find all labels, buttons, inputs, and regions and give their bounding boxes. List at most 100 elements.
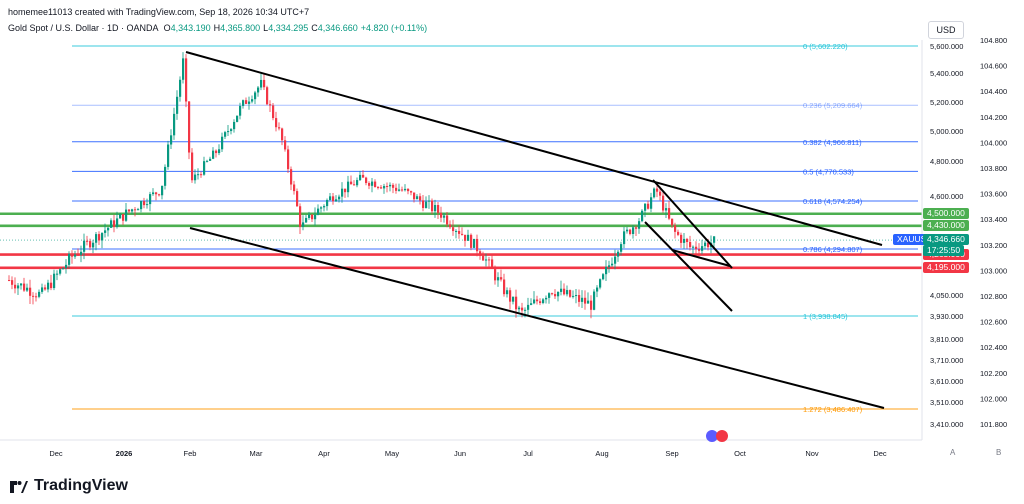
candle-body	[335, 199, 338, 202]
currency-button[interactable]: USD	[928, 21, 964, 39]
price-tick-label: 4,800.000	[930, 157, 963, 166]
candle-body	[461, 233, 464, 235]
price-tick-label: 5,000.000	[930, 127, 963, 136]
candle-body	[107, 227, 110, 231]
candle-body	[302, 222, 305, 227]
candle-body	[563, 288, 566, 295]
candle-body	[662, 195, 665, 211]
fib-level-label: 0.618 (4,574.254)	[803, 197, 863, 206]
candle-body	[170, 135, 173, 145]
candle-body	[8, 280, 11, 282]
candle-body	[530, 303, 533, 305]
candle-body	[629, 229, 632, 234]
candle-body	[275, 118, 278, 128]
ohlc-value: 4,346.660	[317, 23, 358, 33]
price-tick-label: 3,710.000	[930, 356, 963, 365]
candle-body	[92, 242, 95, 248]
candle-body	[491, 259, 494, 269]
candle-body	[119, 214, 122, 219]
candle-body	[47, 282, 50, 290]
index-tick-label: 103.200	[980, 241, 1007, 250]
candle-body	[656, 188, 659, 192]
candle-body	[281, 128, 284, 141]
candle-body	[185, 58, 188, 102]
candle-body	[164, 166, 167, 186]
candle-body	[59, 269, 62, 274]
candle-body	[11, 280, 14, 285]
scale-mode-button[interactable]: B	[996, 448, 1002, 457]
candle-body	[500, 277, 503, 280]
price-tick-label: 3,410.000	[930, 420, 963, 429]
index-tick-label: 103.600	[980, 190, 1007, 199]
candle-body	[392, 184, 395, 188]
candle-body	[557, 291, 560, 297]
candle-body	[374, 181, 377, 188]
index-tick-label: 104.800	[980, 36, 1007, 45]
auto-scale-button[interactable]: A	[950, 448, 956, 457]
candle-body	[455, 230, 458, 232]
candle-body	[212, 150, 215, 159]
ohlc-key: O	[163, 23, 171, 33]
candle-body	[26, 287, 29, 291]
index-tick-label: 104.200	[980, 113, 1007, 122]
candle-body	[131, 209, 134, 212]
symbol-legend[interactable]: Gold Spot / U.S. Dollar · 1D · OANDA O4,…	[8, 23, 427, 33]
candle-body	[518, 307, 521, 310]
candle-body	[98, 234, 101, 241]
time-tick-label: Oct	[734, 449, 747, 458]
fib-level-label: 1 (3,938.845)	[803, 312, 848, 321]
last-price-tag: 4,346.660	[923, 234, 969, 246]
candle-body	[527, 304, 530, 310]
candle-body	[104, 230, 107, 233]
candle-body	[203, 161, 206, 175]
candle-body	[233, 121, 236, 130]
candle-body	[56, 273, 59, 275]
candle-body	[416, 196, 419, 200]
candle-body	[278, 127, 281, 129]
level-price-tag: 4,195.000	[923, 261, 969, 273]
candle-body	[323, 206, 326, 208]
candle-body	[299, 206, 302, 227]
candle-body	[647, 203, 650, 209]
candle-body	[86, 240, 89, 242]
candle-body	[308, 214, 311, 218]
ohlc-value: 4,343.190	[170, 23, 211, 33]
candle-body	[83, 240, 86, 252]
candle-body	[290, 169, 293, 185]
candle-body	[383, 186, 386, 189]
time-tick-label: Apr	[318, 449, 330, 458]
candle-body	[452, 227, 455, 232]
candle-body	[641, 210, 644, 222]
candle-body	[386, 186, 389, 188]
ohlc-key: H	[213, 23, 221, 33]
index-tick-label: 103.400	[980, 215, 1007, 224]
candle-body	[521, 307, 524, 311]
candle-body	[566, 290, 569, 295]
candle-body	[515, 296, 518, 310]
candle-body	[608, 265, 611, 268]
candle-body	[623, 231, 626, 245]
candle-body	[326, 200, 329, 207]
candle-body	[344, 188, 347, 193]
candle-body	[317, 208, 320, 215]
tradingview-logo[interactable]: TradingView	[10, 477, 128, 495]
ohlc-values: O4,343.190 H4,365.800 L4,334.295 C4,346.660…	[161, 23, 428, 33]
time-tick-label: May	[385, 449, 399, 458]
candle-body	[668, 208, 671, 219]
candle-body	[698, 249, 701, 251]
countdown-tag: 17:25:50	[923, 245, 965, 257]
candle-body	[365, 177, 368, 184]
time-tick-label: Dec	[49, 449, 63, 458]
top-header: homemee11013 created with TradingView.co…	[0, 0, 1024, 22]
candle-body	[140, 201, 143, 210]
price-tick-label: 5,400.000	[930, 69, 963, 78]
candle-body	[89, 241, 92, 248]
candle-body	[470, 234, 473, 248]
candle-body	[62, 268, 65, 270]
candle-body	[488, 259, 491, 261]
tradingview-logo-icon	[10, 480, 28, 493]
candle-body	[503, 279, 506, 295]
index-tick-label: 103.000	[980, 266, 1007, 275]
candle-body	[395, 187, 398, 191]
